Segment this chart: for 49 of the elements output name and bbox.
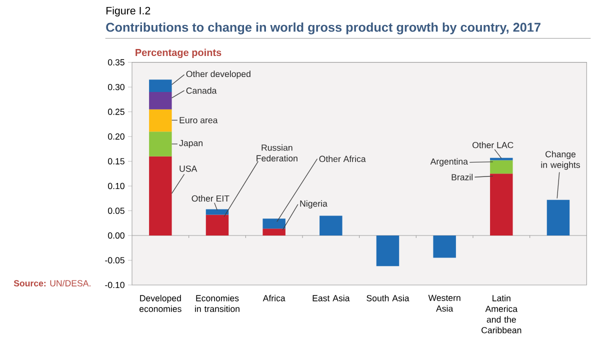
y-tick-label: 0.35 — [108, 59, 124, 66]
bar — [546, 200, 570, 236]
annotation: Russian Federation — [256, 144, 298, 162]
y-tick-label: 0.20 — [108, 133, 124, 140]
bar — [149, 109, 172, 132]
x-tick-label: East Asia — [312, 294, 350, 302]
y-axis-title: Percentage points — [136, 48, 222, 58]
bar — [320, 216, 342, 236]
y-tick-label: 0.05 — [108, 208, 124, 214]
bar — [149, 80, 172, 92]
y-tick-label: 0.10 — [108, 182, 124, 190]
annotation: Japan — [179, 140, 202, 148]
x-tick-label: Latin America and the Caribbean — [482, 294, 522, 334]
y-tick-label: -0.05 — [105, 257, 124, 264]
annotation: Nigeria — [300, 200, 328, 208]
chart-title: Contributions to change in world gross product growth by country, 2017 — [106, 22, 540, 34]
annotation: Brazil — [452, 174, 472, 180]
bar — [149, 156, 172, 236]
bar — [376, 236, 400, 266]
x-tick-label: Developed economies — [140, 294, 182, 312]
annotation: Change in weights — [541, 150, 580, 170]
annotation: Argentina — [430, 158, 468, 166]
annotation: Other EIT — [192, 195, 230, 202]
bar — [433, 236, 456, 258]
annotation: Other Africa — [319, 156, 366, 162]
x-tick-label: South Asia — [366, 294, 410, 302]
x-tick-label: Economies in transition — [195, 294, 240, 312]
bar — [149, 92, 172, 110]
y-tick-label: -0.10 — [105, 282, 124, 288]
x-tick-label: Africa — [262, 294, 286, 302]
bar — [490, 174, 513, 236]
text: Source: UN/DESA. — [14, 280, 90, 286]
y-tick-label: 0.30 — [108, 84, 124, 90]
annotation: Euro area — [180, 117, 218, 124]
y-tick-label: 0.15 — [108, 158, 124, 164]
chart-subtitle: Figure I.2 — [106, 6, 150, 17]
annotation: USA — [180, 166, 198, 172]
bar — [206, 214, 229, 236]
x-tick-label: Western Asia — [428, 294, 460, 312]
y-tick-label: 0.00 — [108, 232, 124, 239]
annotation: Canada — [186, 87, 217, 94]
bar — [262, 228, 286, 236]
bar — [490, 158, 513, 160]
bar — [262, 218, 286, 229]
y-tick-label: 0.25 — [108, 108, 124, 115]
annotation: Other LAC — [472, 142, 514, 148]
annotation: Other developed — [186, 70, 250, 79]
bar — [149, 132, 172, 156]
bar — [490, 160, 513, 174]
